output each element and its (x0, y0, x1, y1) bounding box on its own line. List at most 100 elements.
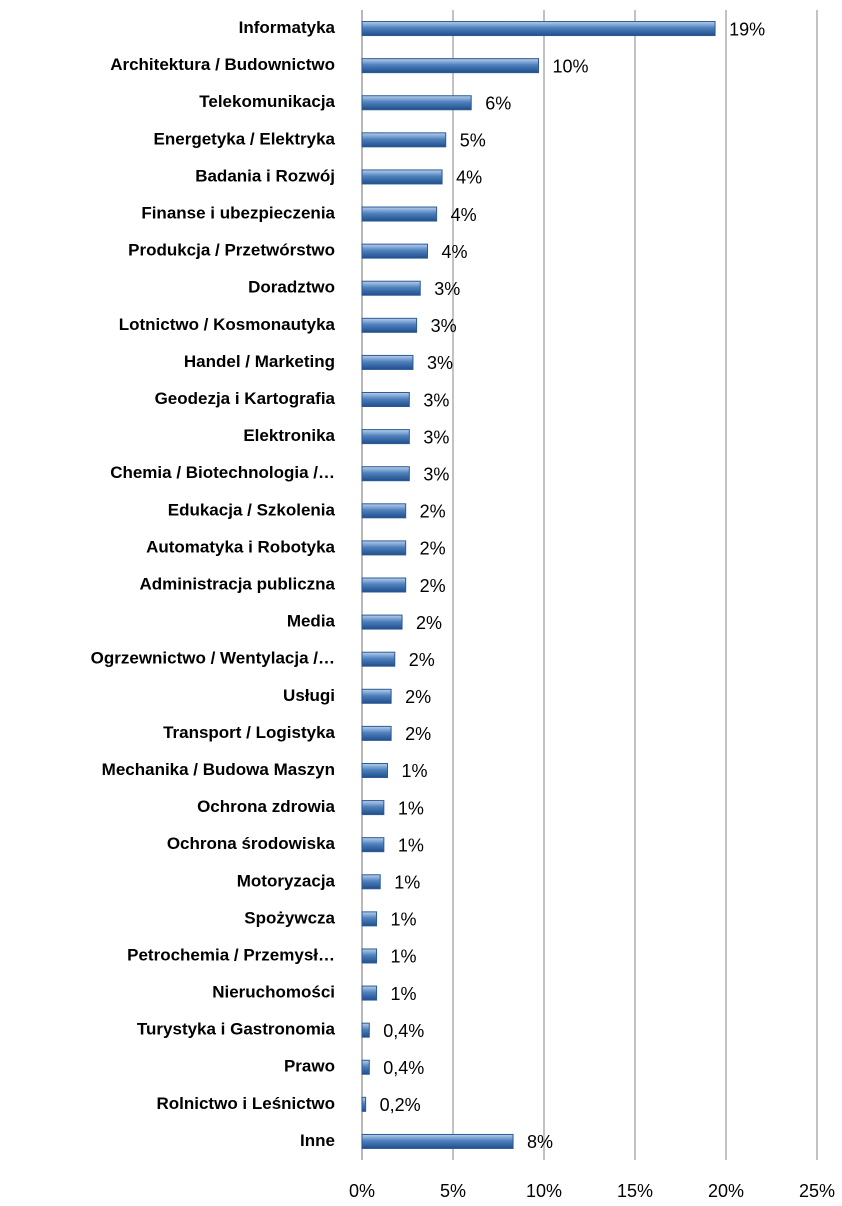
y-tick-label: Prawo (284, 1057, 335, 1076)
y-tick-label: Petrochemia / Przemysł… (127, 945, 335, 964)
bar (361, 1133, 514, 1149)
bar (361, 280, 421, 296)
bar (361, 95, 472, 111)
y-tick-label: Informatyka (239, 18, 336, 37)
x-tick-label: 15% (617, 1181, 653, 1201)
value-label: 1% (391, 984, 417, 1004)
bar (361, 614, 403, 630)
value-label: 2% (416, 613, 442, 633)
value-label: 2% (420, 539, 446, 559)
y-tick-label: Telekomunikacja (199, 92, 335, 111)
y-tick-label: Transport / Logistyka (163, 723, 335, 742)
bar (361, 1022, 370, 1038)
value-label: 1% (398, 835, 424, 855)
value-label: 2% (409, 650, 435, 670)
y-tick-label: Badania i Rozwój (195, 166, 335, 185)
bar (361, 540, 407, 556)
y-tick-label: Produkcja / Przetwórstwo (128, 241, 335, 260)
y-tick-label: Mechanika / Budowa Maszyn (102, 760, 335, 779)
bar (361, 837, 385, 853)
y-tick-label: Inne (300, 1131, 335, 1150)
y-tick-label: Finanse i ubezpieczenia (141, 204, 335, 223)
y-tick-label: Ochrona zdrowia (197, 797, 335, 816)
x-tick-label: 10% (526, 1181, 562, 1201)
bar (361, 874, 381, 890)
value-label: 1% (394, 873, 420, 893)
value-label: 2% (420, 576, 446, 596)
y-tick-label: Motoryzacja (237, 871, 336, 890)
bar (361, 651, 396, 667)
y-tick-label: Doradztwo (248, 278, 335, 297)
bar (361, 985, 378, 1001)
bar (361, 429, 410, 445)
value-label: 10% (553, 56, 589, 76)
bar (361, 577, 407, 593)
y-tick-label: Lotnictwo / Kosmonautyka (119, 315, 336, 334)
bar (361, 58, 540, 74)
value-label: 3% (427, 353, 453, 373)
y-tick-label: Edukacja / Szkolenia (168, 500, 336, 519)
y-tick-label: Administracja publiczna (139, 574, 335, 593)
y-tick-label: Handel / Marketing (184, 352, 335, 371)
y-tick-label: Nieruchomości (212, 983, 335, 1002)
value-label: 1% (391, 910, 417, 930)
bar (361, 466, 410, 482)
bar (361, 688, 392, 704)
bar (361, 354, 414, 370)
value-label: 0,4% (383, 1021, 424, 1041)
y-tick-label: Elektronika (243, 426, 335, 445)
bar (361, 206, 438, 222)
y-tick-label: Spożywcza (244, 908, 335, 927)
value-label: 19% (729, 19, 765, 39)
bar (361, 948, 378, 964)
y-tick-label: Architektura / Budownictwo (110, 55, 335, 74)
bar (361, 169, 443, 185)
value-label: 4% (456, 168, 482, 188)
bar (361, 21, 716, 37)
value-label: 3% (423, 427, 449, 447)
bar (361, 1096, 367, 1112)
value-label: 4% (451, 205, 477, 225)
value-label: 3% (423, 390, 449, 410)
value-label: 2% (420, 502, 446, 522)
y-tick-label: Automatyka i Robotyka (146, 537, 335, 556)
y-tick-label: Ochrona środowiska (167, 834, 336, 853)
bar (361, 1059, 370, 1075)
value-label: 3% (431, 316, 457, 336)
value-label: 3% (423, 464, 449, 484)
x-tick-label: 20% (708, 1181, 744, 1201)
bar (361, 762, 388, 778)
x-tick-label: 0% (349, 1181, 375, 1201)
bar (361, 911, 378, 927)
value-label: 1% (398, 798, 424, 818)
bar (361, 132, 447, 148)
value-label: 0,2% (380, 1095, 421, 1115)
y-tick-label: Geodezja i Kartografia (155, 389, 336, 408)
x-tick-label: 5% (440, 1181, 466, 1201)
value-label: 8% (527, 1132, 553, 1152)
bar (361, 725, 392, 741)
bar (361, 800, 385, 816)
value-label: 0,4% (383, 1058, 424, 1078)
bar (361, 317, 418, 333)
value-label: 5% (460, 131, 486, 151)
value-label: 6% (485, 93, 511, 113)
value-label: 4% (442, 242, 468, 262)
y-tick-label: Energetyka / Elektryka (154, 129, 336, 148)
bar (361, 503, 407, 519)
y-tick-label: Media (287, 612, 336, 631)
bar (361, 243, 429, 259)
value-label: 2% (405, 687, 431, 707)
y-tick-label: Turystyka i Gastronomia (137, 1020, 336, 1039)
y-tick-label: Chemia / Biotechnologia /… (110, 463, 335, 482)
x-tick-label: 25% (799, 1181, 835, 1201)
value-label: 2% (405, 724, 431, 744)
y-tick-label: Ogrzewnictwo / Wentylacja /… (91, 649, 335, 668)
value-label: 1% (401, 761, 427, 781)
value-label: 1% (391, 947, 417, 967)
y-tick-label: Rolnictwo i Leśnictwo (156, 1094, 335, 1113)
y-tick-label: Usługi (283, 686, 335, 705)
bar (361, 392, 410, 408)
value-label: 3% (434, 279, 460, 299)
